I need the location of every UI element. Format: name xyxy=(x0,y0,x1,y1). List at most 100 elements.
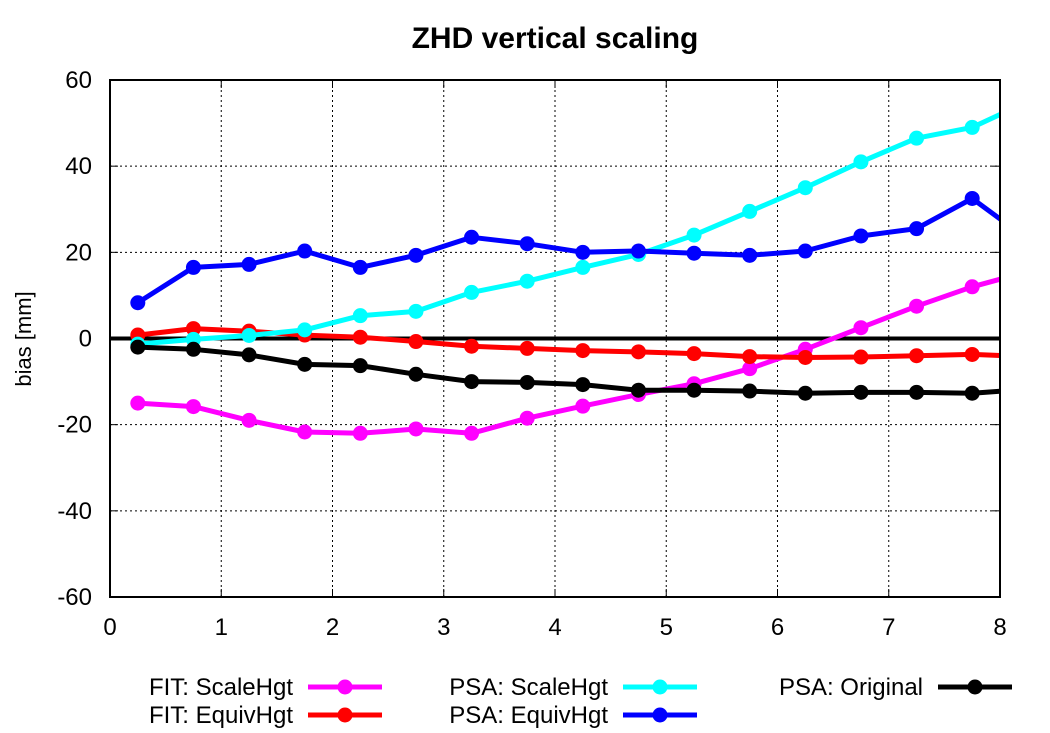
data-point xyxy=(408,366,424,382)
data-point xyxy=(464,374,480,390)
data-point xyxy=(575,398,591,414)
x-tick-label: 0 xyxy=(103,614,116,641)
data-point xyxy=(519,410,535,426)
data-point xyxy=(686,227,702,243)
x-tick-label: 6 xyxy=(771,614,784,641)
data-point xyxy=(408,421,424,437)
data-point xyxy=(909,384,925,400)
data-point xyxy=(130,395,146,411)
data-point xyxy=(909,348,925,364)
data-point xyxy=(1020,382,1035,397)
data-point xyxy=(241,412,257,428)
data-point xyxy=(742,361,758,377)
data-point xyxy=(185,399,201,415)
data-point xyxy=(519,236,535,252)
data-point xyxy=(742,247,758,263)
data-point xyxy=(241,327,257,343)
data-point xyxy=(408,334,424,350)
legend-marker xyxy=(652,707,668,723)
data-point xyxy=(352,425,368,441)
data-point xyxy=(630,243,646,259)
legend-marker xyxy=(652,679,668,695)
legend-item: PSA: EquivHgt xyxy=(449,702,697,729)
y-tick-label: -40 xyxy=(57,498,92,525)
legend-label: PSA: EquivHgt xyxy=(449,702,608,729)
data-point xyxy=(853,320,869,336)
data-point xyxy=(185,341,201,357)
data-point xyxy=(964,385,980,401)
data-point xyxy=(797,349,813,365)
data-point xyxy=(352,358,368,374)
data-point xyxy=(964,279,980,295)
data-point xyxy=(1020,264,1035,279)
x-tick-label: 8 xyxy=(993,614,1006,641)
legend-label: FIT: EquivHgt xyxy=(149,702,293,729)
data-point xyxy=(797,180,813,196)
legend-label: PSA: ScaleHgt xyxy=(449,674,608,701)
data-point xyxy=(464,229,480,245)
data-point xyxy=(742,383,758,399)
data-point xyxy=(519,340,535,356)
data-point xyxy=(575,343,591,359)
data-point xyxy=(241,347,257,363)
x-axis: 0 1 2 3 4 5 6 7 8 xyxy=(103,80,1007,641)
y-axis-label: bias [mm] xyxy=(11,291,36,386)
x-tick-label: 7 xyxy=(882,614,895,641)
data-point xyxy=(797,385,813,401)
data-point xyxy=(352,329,368,345)
legend-item: PSA: ScaleHgt xyxy=(449,674,697,701)
data-point xyxy=(742,349,758,365)
data-point xyxy=(1020,349,1035,364)
series-psa-scalehgt xyxy=(130,111,1000,352)
series-psa-original xyxy=(130,339,1035,401)
x-tick-label: 5 xyxy=(660,614,673,641)
data-point xyxy=(853,228,869,244)
data-point xyxy=(909,130,925,146)
y-tick-label: 20 xyxy=(65,239,92,266)
legend-item: FIT: ScaleHgt xyxy=(149,674,382,701)
data-point xyxy=(297,243,313,259)
data-point xyxy=(964,346,980,362)
data-point xyxy=(130,339,146,355)
data-point xyxy=(853,154,869,170)
data-point xyxy=(519,374,535,390)
y-tick-label: 60 xyxy=(65,67,92,94)
y-tick-label: -60 xyxy=(57,584,92,611)
series-line xyxy=(137,111,1000,347)
data-point xyxy=(575,377,591,393)
data-point xyxy=(575,259,591,275)
chart-title: ZHD vertical scaling xyxy=(412,22,699,55)
data-point xyxy=(742,203,758,219)
x-tick-label: 2 xyxy=(326,614,339,641)
data-point xyxy=(909,221,925,237)
data-point xyxy=(630,344,646,360)
legend-item: PSA: Original xyxy=(779,674,1012,701)
legend-label: PSA: Original xyxy=(779,674,923,701)
data-point xyxy=(686,245,702,261)
data-point xyxy=(686,382,702,398)
data-point xyxy=(630,382,646,398)
data-point xyxy=(185,259,201,275)
data-point xyxy=(297,424,313,440)
data-point xyxy=(1020,232,1035,247)
legend-marker xyxy=(337,707,353,723)
data-point xyxy=(464,425,480,441)
y-tick-label: -20 xyxy=(57,412,92,439)
legend-item: FIT: EquivHgt xyxy=(149,702,382,729)
data-point xyxy=(464,284,480,300)
data-point xyxy=(408,247,424,263)
series-layer xyxy=(130,111,1035,441)
data-point xyxy=(686,346,702,362)
legend-marker xyxy=(967,679,983,695)
data-point xyxy=(297,356,313,372)
y-tick-label: 0 xyxy=(79,326,92,353)
data-point xyxy=(797,243,813,259)
data-point xyxy=(909,298,925,314)
data-point xyxy=(408,303,424,319)
data-point xyxy=(464,338,480,354)
legend-label: FIT: ScaleHgt xyxy=(149,674,293,701)
data-point xyxy=(964,119,980,135)
data-point xyxy=(185,321,201,337)
